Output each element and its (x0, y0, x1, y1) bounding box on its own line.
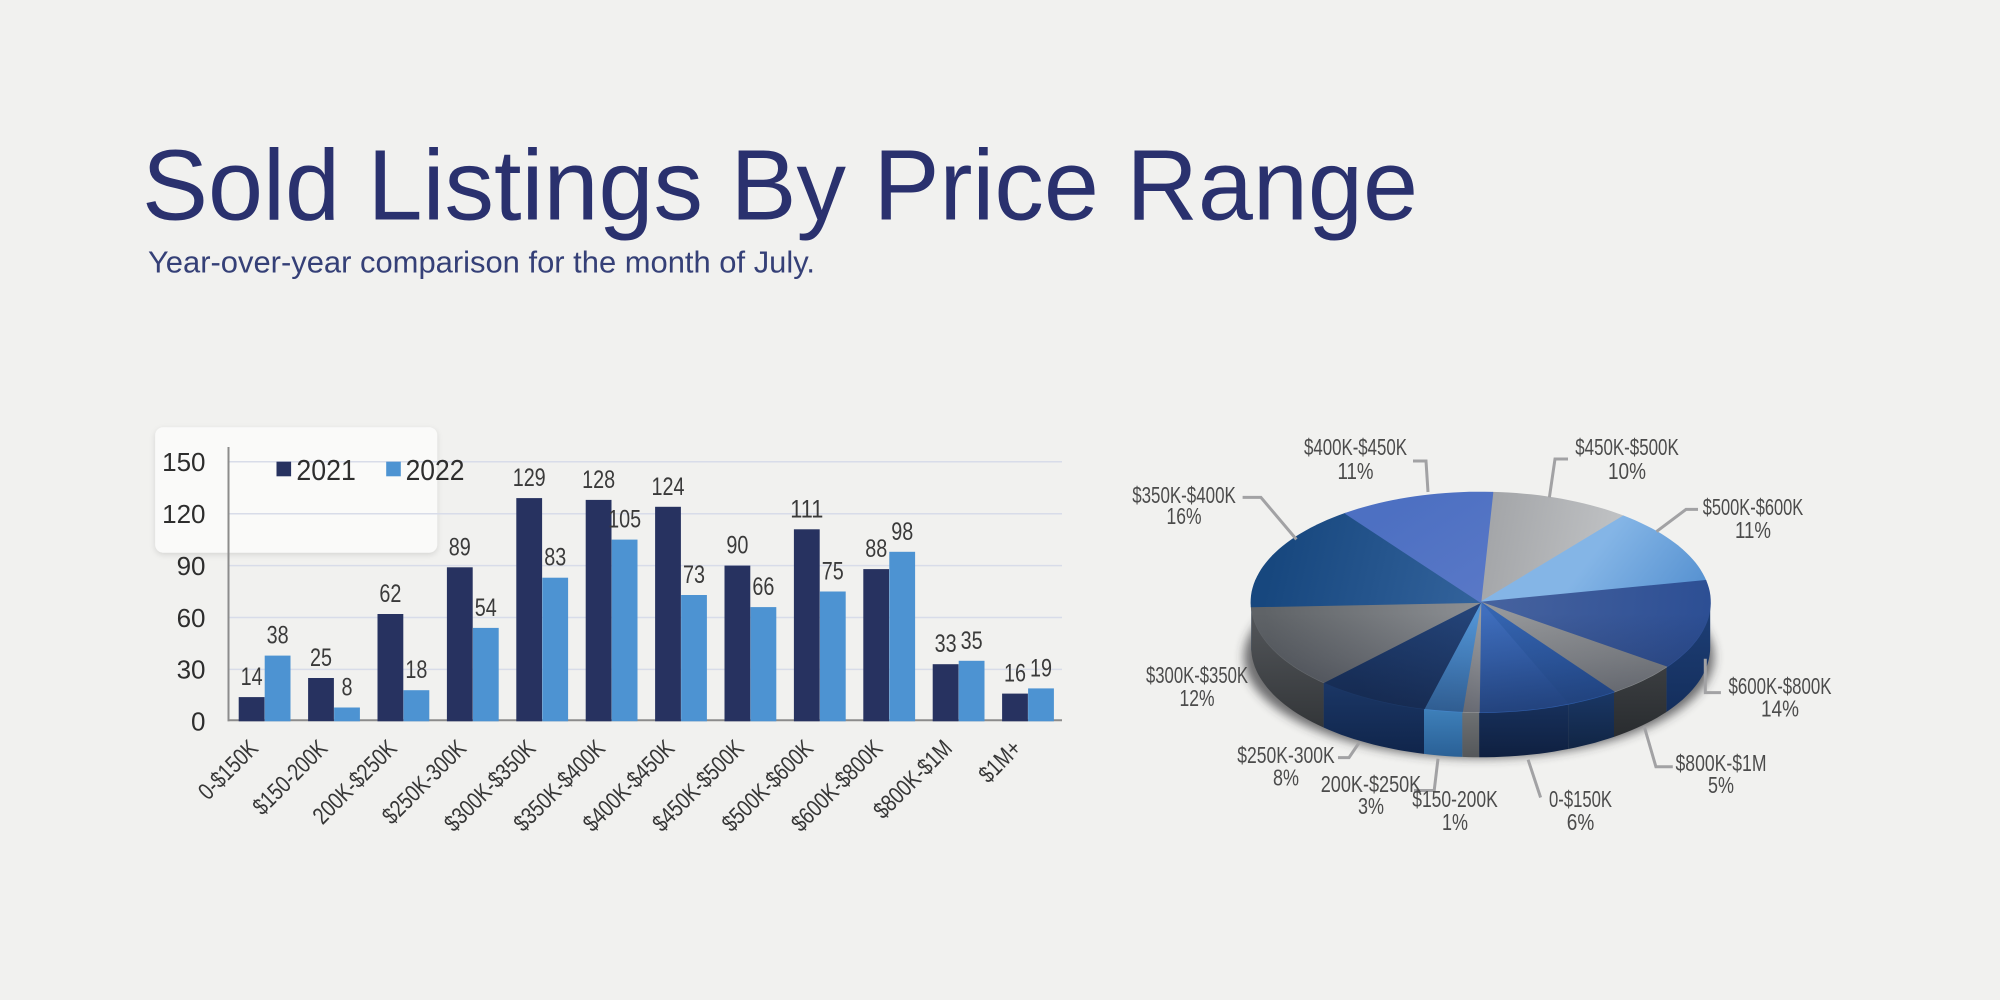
svg-text:$250K-300K: $250K-300K (1237, 742, 1335, 768)
svg-text:11%: 11% (1338, 458, 1374, 484)
svg-text:10%: 10% (1608, 458, 1646, 484)
svg-text:14%: 14% (1761, 696, 1799, 722)
svg-text:8: 8 (342, 674, 353, 702)
svg-text:111: 111 (790, 495, 823, 523)
svg-text:25: 25 (310, 644, 332, 672)
svg-text:$400K-$450K: $400K-$450K (1304, 434, 1407, 460)
svg-text:0: 0 (191, 707, 205, 737)
svg-text:129: 129 (513, 464, 546, 492)
svg-text:14: 14 (241, 663, 263, 691)
svg-text:38: 38 (267, 622, 289, 650)
svg-text:83: 83 (544, 544, 566, 572)
svg-text:105: 105 (608, 506, 641, 534)
svg-text:66: 66 (752, 573, 774, 601)
svg-text:1%: 1% (1442, 809, 1468, 835)
svg-text:120: 120 (162, 499, 205, 529)
svg-text:62: 62 (379, 580, 401, 608)
svg-text:33: 33 (935, 630, 957, 658)
svg-text:$350K-$400K: $350K-$400K (1132, 482, 1236, 508)
svg-text:$450K-$500K: $450K-$500K (1575, 434, 1679, 460)
svg-text:2022: 2022 (406, 455, 465, 487)
svg-text:Year-over-year comparison for: Year-over-year comparison for the month … (148, 245, 815, 280)
svg-text:124: 124 (652, 473, 685, 501)
svg-text:$800K-$1M: $800K-$1M (1676, 750, 1767, 776)
svg-text:90: 90 (726, 532, 748, 560)
svg-text:98: 98 (891, 518, 913, 546)
svg-text:75: 75 (822, 558, 844, 586)
svg-text:6%: 6% (1567, 809, 1595, 835)
svg-text:$300K-$350K: $300K-$350K (1146, 662, 1248, 688)
svg-text:12%: 12% (1180, 685, 1215, 711)
svg-text:90: 90 (177, 551, 206, 581)
svg-text:30: 30 (177, 655, 206, 685)
svg-text:Sold Listings By Price Range: Sold Listings By Price Range (142, 130, 1418, 242)
svg-text:54: 54 (475, 594, 497, 622)
svg-text:18: 18 (405, 656, 427, 684)
svg-text:8%: 8% (1273, 765, 1299, 791)
svg-text:$600K-$800K: $600K-$800K (1729, 673, 1832, 699)
svg-text:11%: 11% (1735, 517, 1771, 543)
svg-text:89: 89 (449, 533, 471, 561)
svg-text:0-$150K: 0-$150K (1549, 786, 1612, 812)
svg-text:73: 73 (683, 561, 705, 589)
svg-text:16%: 16% (1167, 503, 1202, 529)
svg-text:2021: 2021 (296, 455, 355, 487)
svg-text:19: 19 (1030, 654, 1052, 682)
svg-text:$500K-$600K: $500K-$600K (1703, 494, 1804, 520)
svg-text:$150-200K: $150-200K (1412, 786, 1498, 812)
svg-text:5%: 5% (1708, 772, 1734, 798)
svg-text:35: 35 (961, 627, 983, 655)
svg-text:128: 128 (582, 466, 615, 494)
svg-text:3%: 3% (1358, 793, 1384, 819)
svg-text:16: 16 (1004, 660, 1026, 688)
svg-text:150: 150 (162, 447, 205, 477)
svg-text:200K-$250K: 200K-$250K (1321, 771, 1422, 797)
svg-text:88: 88 (865, 535, 887, 563)
svg-text:60: 60 (177, 603, 206, 633)
